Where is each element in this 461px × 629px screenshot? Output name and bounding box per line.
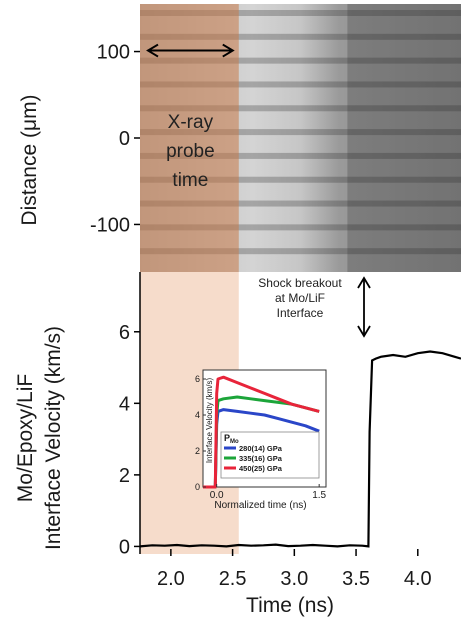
top-y-tick-label: 0: [119, 128, 130, 150]
radiograph-band: [140, 129, 461, 136]
radiograph-shocked-region: [347, 4, 461, 272]
radiograph-band: [140, 152, 461, 159]
top-y-ticks: 100 0 -100: [90, 42, 140, 236]
bottom-y-tick-label: 0: [119, 536, 130, 558]
probe-annotation-line: X-ray: [168, 112, 214, 133]
inset-legend-title: PMo: [224, 433, 239, 445]
bottom-x-tick-label: 3.0: [280, 568, 308, 590]
bottom-y-tick-label: 6: [119, 322, 130, 344]
shock-annotation-line: Shock breakout: [258, 276, 342, 290]
shock-annotation-line: at Mo/LiF: [275, 291, 325, 305]
radiograph-band: [140, 33, 461, 40]
top-panel: 100 0 -100 Distance (μm) X-ray probe time: [18, 4, 461, 272]
inset-y-tick-label: 2: [195, 446, 200, 456]
radiograph-band: [140, 57, 461, 64]
inset-legend-label: 450(25) GPa: [239, 464, 283, 473]
inset-x-tick-label: 1.5: [312, 490, 326, 501]
inset-series-lines: [203, 375, 320, 489]
radiograph-band: [140, 10, 461, 16]
probe-arrow-head-left: [146, 43, 159, 58]
top-y-tick-label: -100: [90, 214, 130, 236]
top-y-tick-label: 100: [97, 42, 130, 64]
bottom-x-tick-label: 2.0: [157, 568, 185, 590]
probe-time-arrow: [146, 43, 235, 58]
probe-annotation-line: time: [172, 170, 208, 191]
radiograph-band: [140, 248, 461, 255]
shock-arrow-head-top: [357, 276, 371, 289]
inset-x-ticks: 0.0 1.5: [210, 484, 327, 501]
inset-y-tick-label: 0: [195, 482, 200, 492]
inset-y-tick-label: 4: [195, 410, 200, 420]
bottom-y-tick-label: 4: [119, 393, 130, 415]
probe-time-annotation: X-ray probe time: [166, 112, 215, 191]
inset-series-line: [203, 375, 320, 489]
inset-y-ticks: 0 2 4 6: [195, 374, 206, 492]
inset-legend-label: 335(16) GPa: [239, 454, 283, 463]
bottom-x-axis-label: Time (ns): [246, 594, 334, 617]
bottom-x-tick-label: 4.0: [404, 568, 432, 590]
inset-legend-label: 280(14) GPa: [239, 444, 283, 453]
shock-breakout-arrow: [357, 276, 371, 338]
radiograph-band: [140, 200, 461, 207]
bottom-x-ticks: 2.0 2.5 3.0 3.5 4.0: [157, 549, 432, 590]
bottom-x-tick-label: 3.5: [342, 568, 370, 590]
inset-x-axis-label: Normalized time (ns): [214, 500, 306, 511]
shock-arrow-head-bottom: [357, 325, 371, 338]
inset-y-tick-label: 6: [195, 374, 200, 384]
probe-arrow-head-right: [222, 43, 235, 58]
radiograph-band: [140, 81, 461, 88]
inset-chart: 0 2 4 6 0.0 1.5 Normalized time (ns) Interfa…: [195, 369, 327, 511]
bottom-y-label-line: Mo/Epoxy/LiF: [14, 374, 37, 502]
top-y-axis-label: Distance (μm): [18, 94, 41, 225]
bottom-y-label-line: Interface Velocity (km/s): [42, 326, 65, 550]
probe-annotation-line: probe: [166, 141, 215, 162]
radiograph-bands: [140, 4, 461, 272]
bottom-y-tick-label: 2: [119, 465, 130, 487]
shock-breakout-annotation: Shock breakout at Mo/LiF Interface: [258, 276, 342, 320]
velocity-trace: [139, 350, 461, 548]
bottom-x-tick-label: 2.5: [219, 568, 247, 590]
radiograph-band: [140, 105, 461, 112]
inset-legend-box: [220, 431, 320, 479]
radiograph-band: [140, 224, 461, 231]
bottom-y-axis-label: Mo/Epoxy/LiF Interface Velocity (km/s): [14, 326, 65, 550]
xray-probe-band: [140, 4, 239, 272]
radiograph-band: [140, 176, 461, 183]
bottom-y-ticks: 0 2 4 6: [119, 322, 140, 558]
inset-y-axis-label: Interface Velocity (km/s): [205, 377, 214, 463]
inset-x-tick-label: 0.0: [210, 490, 224, 501]
shock-annotation-line: Interface: [277, 306, 324, 320]
